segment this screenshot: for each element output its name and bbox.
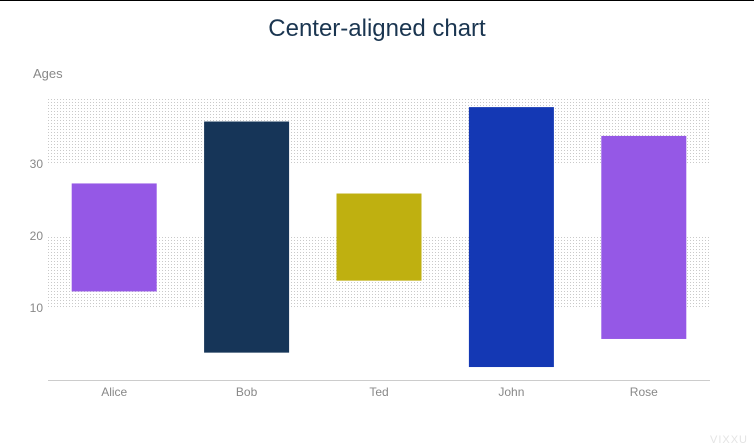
category-label: Rose: [630, 385, 658, 399]
y-tick-label: 20: [30, 229, 44, 243]
category-label: Alice: [101, 385, 127, 399]
category-label: John: [498, 385, 524, 399]
chart-title: Center-aligned chart: [268, 15, 486, 42]
top-border: [0, 0, 754, 1]
category-labels: Alice Bob Ted John Rose: [101, 385, 658, 399]
category-label: Bob: [236, 385, 258, 399]
bar-bob: [204, 121, 290, 353]
y-tick-labels: 10 20 30: [30, 157, 44, 315]
bar-alice: [71, 183, 157, 292]
category-label: Ted: [369, 385, 388, 399]
bar-ted: [336, 193, 422, 281]
y-axis-label: Ages: [33, 66, 63, 81]
grid-band-2: [48, 98, 710, 164]
bar-rose: [601, 135, 687, 339]
y-tick-label: 10: [30, 301, 44, 315]
y-tick-label: 30: [30, 157, 44, 171]
bars: [71, 107, 687, 368]
bar-john: [468, 107, 554, 368]
watermark: VIXXU: [710, 434, 748, 446]
grid-bands: [48, 98, 710, 308]
